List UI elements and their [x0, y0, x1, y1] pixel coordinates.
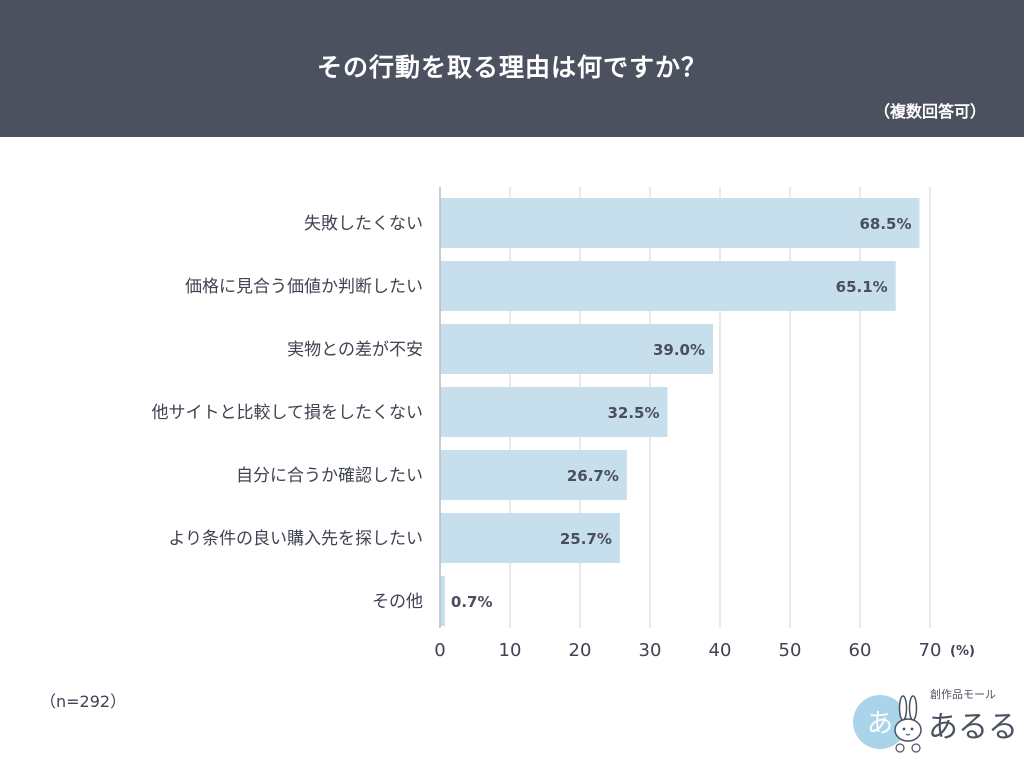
value-label: 65.1%	[836, 278, 888, 296]
category-label: より条件の良い購入先を探したい	[168, 529, 423, 549]
bar-chart: 0 10 20 30 40 50 60 70 (%) 失敗したくない 68.5% 価格に見合う価値か判…	[152, 187, 975, 661]
value-label: 26.7%	[567, 467, 619, 485]
x-tick-label: 60	[849, 640, 872, 661]
bar	[440, 198, 920, 248]
header-banner: その行動を取る理由は何ですか？ （複数回答可）	[0, 0, 1024, 137]
multiple-answer-note: （複数回答可）	[873, 102, 986, 121]
x-tick-label: 50	[779, 640, 802, 661]
chart-title: その行動を取る理由は何ですか？	[316, 53, 707, 82]
category-label: 価格に見合う価値か判断したい	[185, 277, 423, 297]
x-tick-label: 40	[709, 640, 732, 661]
category-label: 自分に合うか確認したい	[236, 466, 423, 486]
x-tick-label: 20	[569, 640, 592, 661]
bar	[440, 324, 713, 374]
x-tick-label: 10	[499, 640, 522, 661]
category-label: 他サイトと比較して損をしたくない	[152, 403, 424, 423]
bar	[440, 576, 445, 626]
value-label: 0.7%	[451, 593, 493, 611]
logo-subtitle: 創作品モール	[930, 688, 996, 701]
x-tick-label: 0	[434, 640, 445, 661]
value-label: 25.7%	[560, 530, 612, 548]
x-tick-label: 30	[639, 640, 662, 661]
bar	[440, 261, 896, 311]
x-tick-label: 70	[919, 640, 942, 661]
bar	[440, 513, 620, 563]
brand-logo: あ 創作品モール あるる	[850, 682, 1018, 762]
bar	[440, 450, 627, 500]
category-label: 失敗したくない	[304, 214, 423, 234]
sample-size: （n=292）	[40, 692, 127, 711]
value-label: 32.5%	[607, 404, 659, 422]
value-label: 39.0%	[653, 341, 705, 359]
category-label: 実物との差が不安	[287, 340, 423, 360]
bar	[440, 387, 668, 437]
value-label: 68.5%	[859, 215, 911, 233]
logo-name: あるる	[928, 710, 1018, 745]
x-unit-label: (%)	[950, 644, 975, 659]
rabbit-logo-icon: あ	[853, 695, 922, 753]
category-label: その他	[372, 592, 423, 612]
logo-badge-text: あ	[867, 709, 893, 739]
